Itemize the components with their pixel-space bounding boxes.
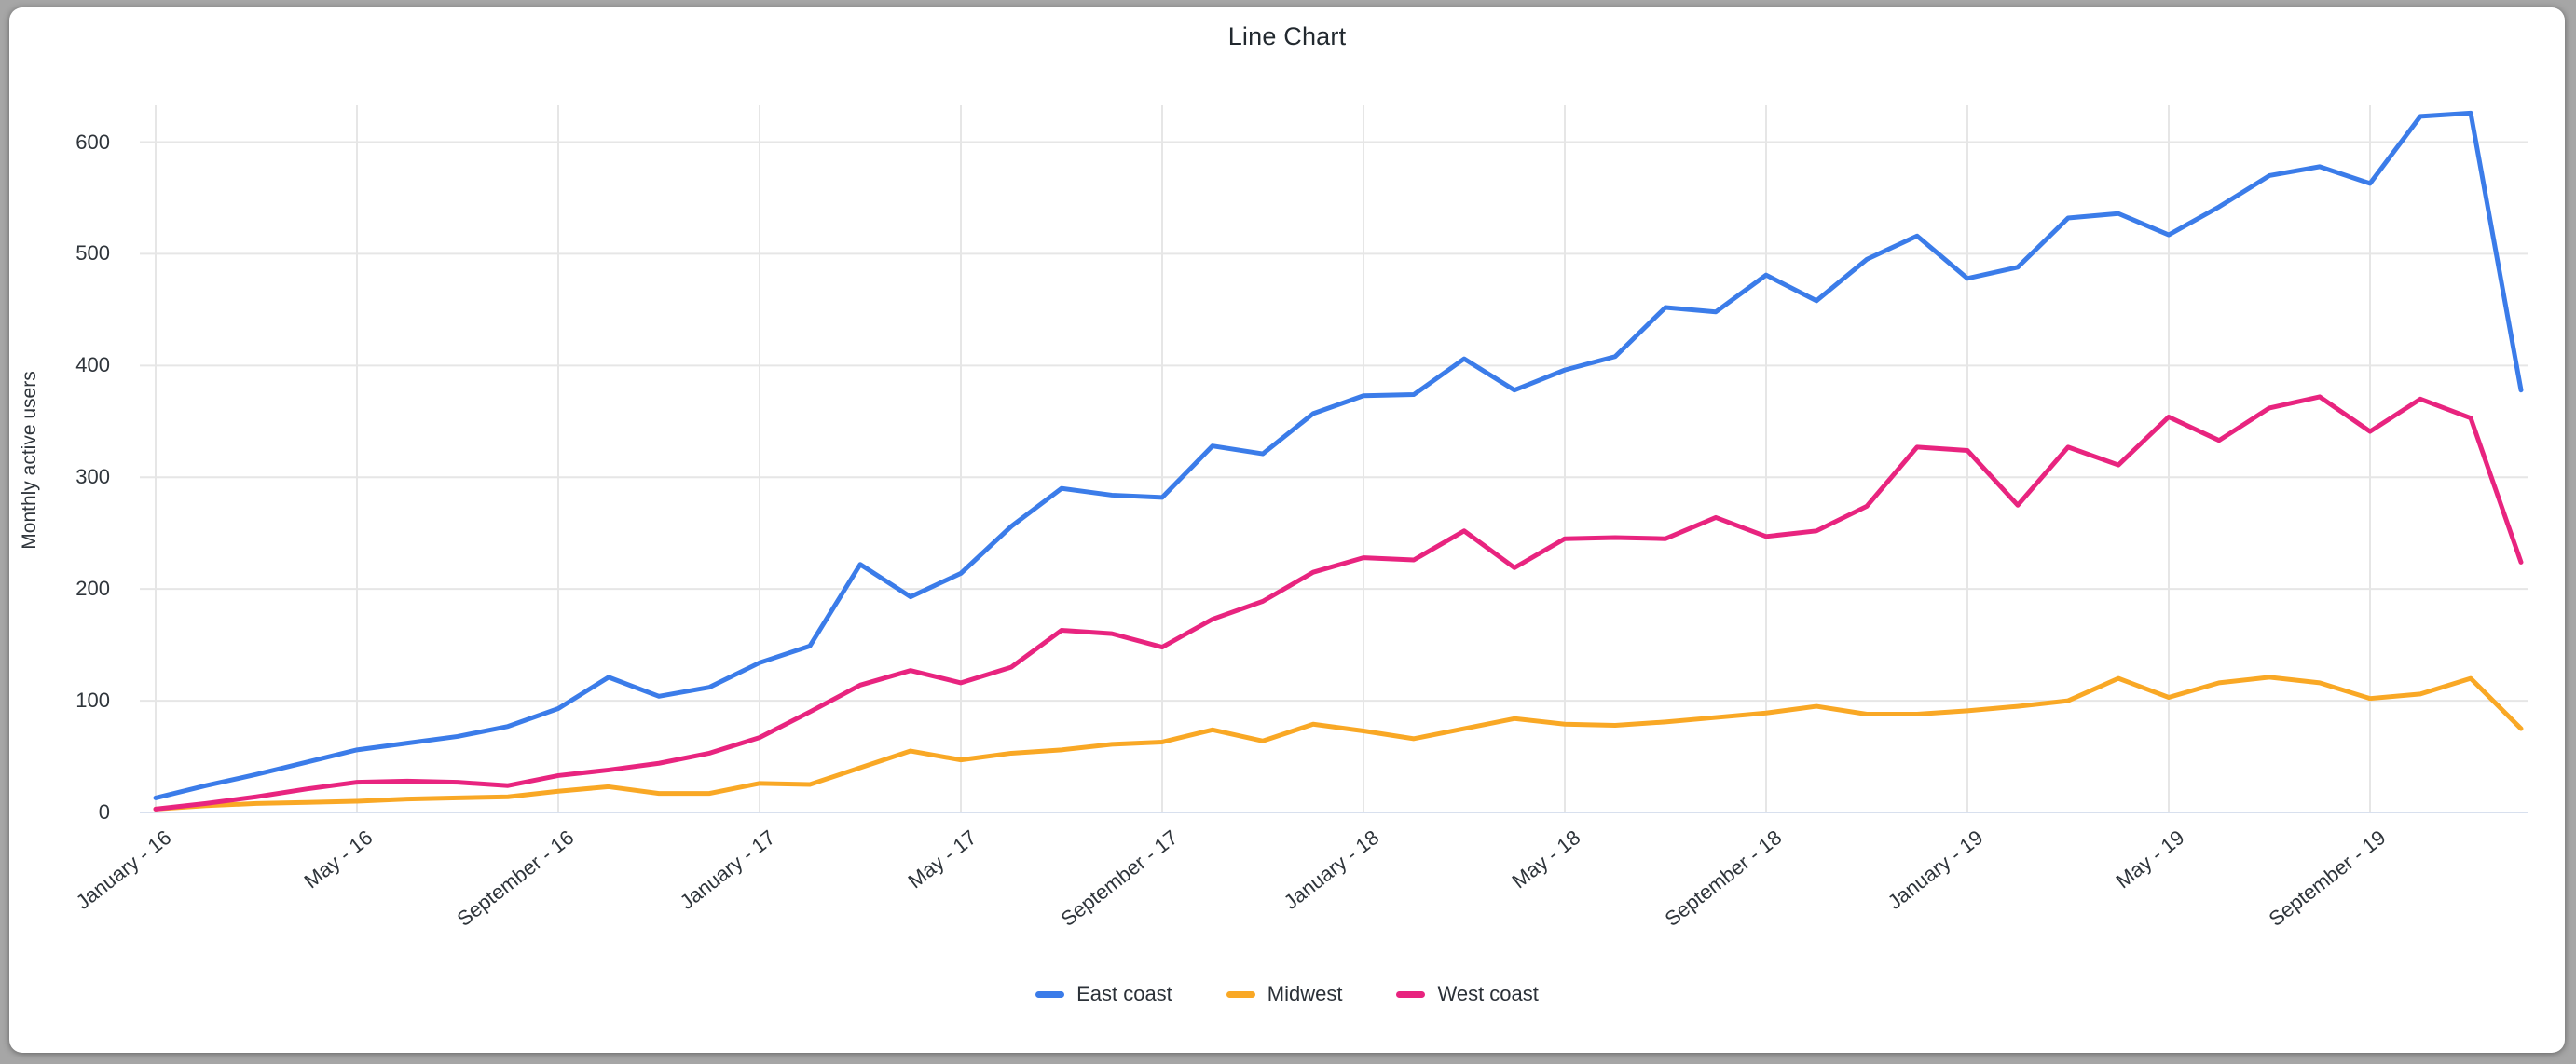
legend-label-west-coast: West coast xyxy=(1437,982,1539,1005)
y-tick-label-300: 300 xyxy=(75,465,110,489)
legend-item-midwest[interactable]: Midwest xyxy=(1226,982,1343,1006)
legend-line-marker-icon xyxy=(1035,990,1065,998)
y-tick-label-0: 0 xyxy=(98,800,110,824)
y-tick-label-400: 400 xyxy=(75,353,110,377)
y-tick-label-500: 500 xyxy=(75,241,110,266)
y-tick-label-200: 200 xyxy=(75,577,110,601)
chart-card: Line Chart Monthly active users 0 100 200 3… xyxy=(9,7,2565,1053)
y-tick-label-100: 100 xyxy=(75,689,110,713)
plot-area xyxy=(140,105,2528,813)
series-line-east-coast xyxy=(153,110,2524,800)
legend-line-marker-icon xyxy=(1396,990,1426,998)
series-line-west-coast xyxy=(153,394,2524,812)
chart-title: Line Chart xyxy=(1227,22,1347,50)
legend-item-west-coast[interactable]: West coast xyxy=(1396,982,1539,1006)
series-line-midwest xyxy=(153,675,2524,812)
legend-line-marker-icon xyxy=(1226,990,1255,998)
legend-item-east-coast[interactable]: East coast xyxy=(1035,982,1172,1006)
y-tick-label-600: 600 xyxy=(75,130,110,154)
chart-legend: East coast Midwest West coast xyxy=(9,982,2565,1006)
legend-label-midwest: Midwest xyxy=(1267,982,1343,1005)
legend-label-east-coast: East coast xyxy=(1076,982,1172,1005)
